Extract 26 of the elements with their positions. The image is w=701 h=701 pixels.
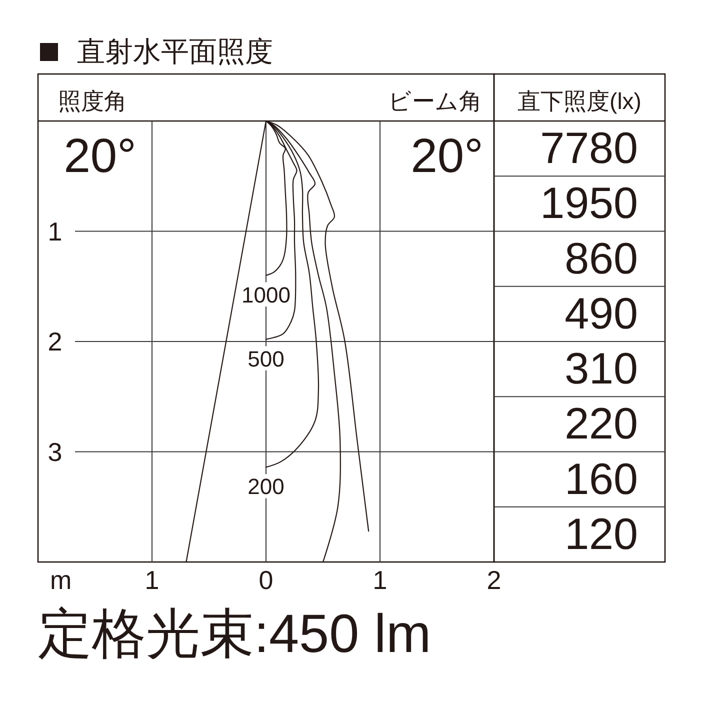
series-label: 1000 <box>242 282 290 307</box>
data-label: 160 <box>564 454 638 504</box>
data-label: 860 <box>564 234 638 284</box>
data-label: 220 <box>564 400 638 449</box>
y-tick-label: 2 <box>48 326 62 356</box>
x-tick-label: 1 <box>372 565 388 595</box>
text: ビーム角 <box>388 88 482 114</box>
x-tick-label: 0 <box>258 565 274 595</box>
data-label: 7780 <box>540 124 638 174</box>
y-tick-label: 1 <box>48 216 62 246</box>
annotation: 20° <box>410 130 484 183</box>
data-label: 310 <box>564 344 638 394</box>
y-tick-label: 3 <box>48 436 62 467</box>
x-axis-title: m <box>50 565 72 595</box>
series-label: 500 <box>248 346 284 371</box>
data-label: 120 <box>564 510 638 559</box>
x-tick-label: 2 <box>486 565 502 595</box>
text: 直下照度(lx) <box>518 88 642 114</box>
data-label: 1950 <box>540 179 638 228</box>
chart-title: 直射水平面照度 <box>77 36 273 67</box>
series-label: 200 <box>248 474 284 499</box>
x-tick-label: 1 <box>144 565 160 595</box>
data-label: 490 <box>564 289 638 338</box>
text: 定格光束:450 lm <box>38 604 432 664</box>
text: 照度角 <box>58 88 127 114</box>
annotation: 20° <box>64 130 136 183</box>
